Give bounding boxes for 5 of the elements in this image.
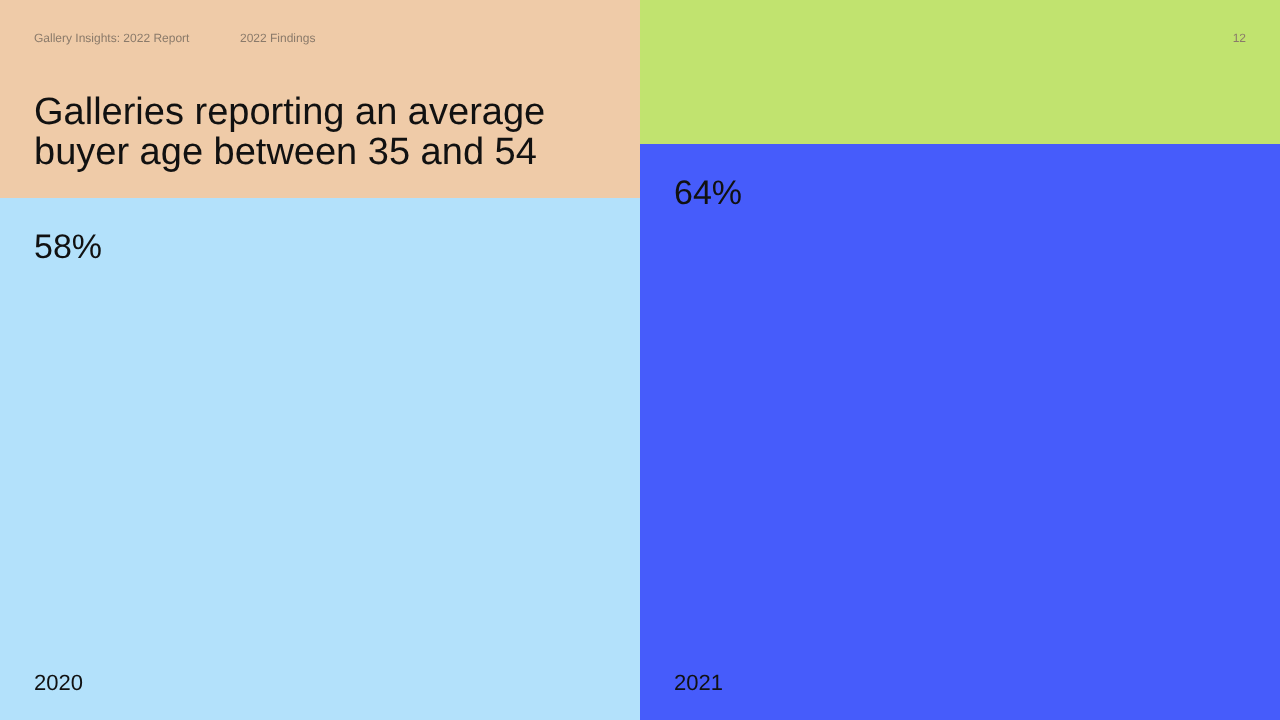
x-tick-label: 2020 [34,672,83,696]
data-label: 58% [34,228,103,266]
data-label: 64% [674,174,743,212]
chart-title: Galleries reporting an average buyer age between 35 and 54 [34,92,546,174]
x-tick-label: 2021 [674,672,723,696]
